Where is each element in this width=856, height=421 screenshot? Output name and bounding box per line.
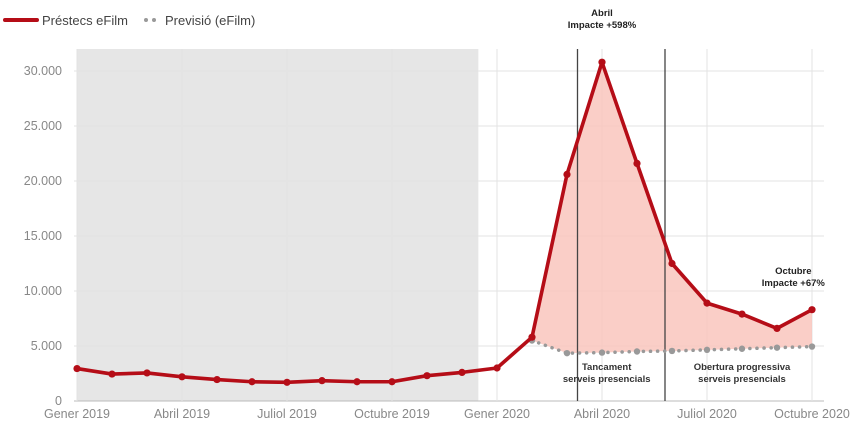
prestecs-series-line — [75, 60, 814, 385]
prestecs-point — [143, 369, 151, 377]
prestecs-point — [318, 377, 326, 385]
annotation-label: Abril — [591, 8, 613, 19]
x-tick-label: Abril 2020 — [574, 407, 630, 421]
annotation-label: Impacte +598% — [568, 20, 637, 31]
x-tick-label: Octubre 2020 — [774, 407, 850, 421]
shaded-period — [77, 49, 479, 401]
prestecs-point — [703, 299, 711, 307]
prestecs-point — [73, 364, 81, 373]
impact-area-layer — [532, 62, 812, 354]
y-tick-label: 25.000 — [24, 119, 62, 133]
forecast-point — [738, 345, 746, 352]
y-tick-label: 0 — [55, 394, 62, 408]
legend-swatch-previsio-dot-1 — [144, 18, 148, 22]
prestecs-point — [423, 372, 431, 380]
legend-label-prestecs: Préstecs eFilm — [42, 13, 128, 28]
zone-label: Tancament — [582, 362, 632, 373]
prestecs-point — [213, 375, 221, 384]
prestecs-point — [598, 58, 606, 66]
forecast-point — [633, 348, 641, 355]
forecast-point — [808, 343, 816, 350]
y-tick-label: 30.000 — [24, 64, 62, 78]
x-tick-label: Juliol 2019 — [257, 407, 317, 421]
x-tick-label: Gener 2020 — [464, 407, 530, 421]
prestecs-point — [353, 378, 361, 386]
zone-label: serveis presencials — [698, 374, 786, 385]
x-tick-label: Juliol 2020 — [677, 407, 737, 421]
zone-label: Obertura progressiva — [694, 362, 791, 373]
prestecs-point — [668, 259, 676, 268]
zone-label: serveis presencials — [563, 374, 651, 385]
y-tick-label: 10.000 — [24, 284, 62, 298]
x-tick-label: Gener 2019 — [44, 407, 110, 421]
vertical-marker-layer — [576, 49, 666, 401]
forecast-point — [563, 349, 571, 357]
prestecs-point — [458, 368, 466, 376]
y-tick-label: 15.000 — [24, 229, 62, 243]
impact-area — [532, 62, 812, 354]
prestecs-point — [808, 306, 816, 314]
y-tick-label: 20.000 — [24, 174, 62, 188]
shaded-period-layer — [77, 49, 479, 401]
annotation-label: Octubre — [775, 266, 811, 277]
prestecs-point — [283, 378, 291, 386]
series-layer — [73, 58, 816, 386]
prestecs-point — [563, 170, 571, 178]
forecast-point — [773, 344, 781, 351]
prestecs-point — [493, 364, 501, 372]
x-tick-label: Abril 2019 — [154, 407, 210, 421]
prestecs-point — [633, 159, 641, 167]
annotation-label: Impacte +67% — [762, 278, 826, 289]
legend: Préstecs eFilm Previsió (eFilm) — [3, 13, 255, 28]
prestecs-point — [178, 373, 186, 381]
prestecs-point — [528, 333, 536, 341]
legend-swatch-previsio-dot-2 — [152, 18, 156, 22]
y-tick-label: 5.000 — [31, 339, 62, 353]
prestecs-point — [108, 370, 116, 378]
forecast-point — [703, 346, 711, 354]
axis-tick-labels: 0 5.000 10.000 15.000 20.000 25.000 30.000 Gene… — [24, 64, 850, 421]
forecast-point — [598, 349, 606, 356]
prestecs-point — [773, 324, 781, 332]
legend-label-previsio: Previsió (eFilm) — [165, 13, 255, 28]
prestecs-point — [388, 378, 396, 386]
forecast-point — [668, 347, 676, 355]
x-tick-label: Octubre 2019 — [354, 407, 430, 421]
prestecs-point — [248, 378, 256, 386]
prestecs-point — [738, 310, 746, 318]
